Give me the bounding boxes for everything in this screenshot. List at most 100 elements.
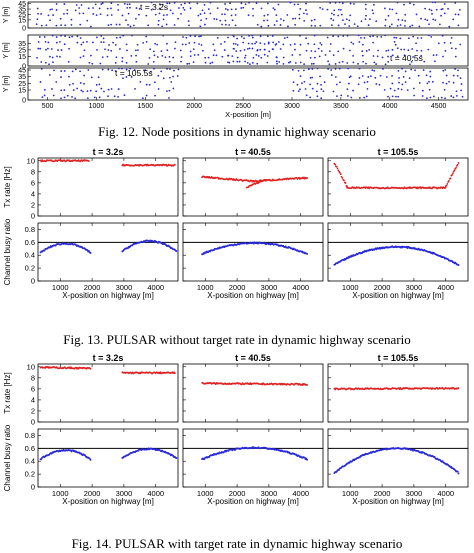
fig12-node-point (115, 36, 118, 39)
fig12-node-point (323, 81, 326, 84)
fig12-node-point (305, 2, 307, 5)
fig12-node-point (298, 17, 301, 20)
fig12-node-point (384, 18, 387, 21)
fig12-node-point (305, 37, 308, 40)
fig12-node-point (164, 56, 167, 59)
fig12-node-point (448, 25, 451, 28)
fig12-node-point (337, 14, 340, 17)
fig12-node-point (382, 68, 384, 70)
fig12-node-point (106, 14, 109, 17)
fig12-node-point (273, 8, 276, 11)
fig12-node-point (330, 12, 333, 15)
fig12-node-point (251, 47, 254, 50)
fig12-node-point (260, 7, 263, 10)
fig12-node-point (154, 94, 156, 97)
fig12-node-point (294, 23, 297, 26)
fig12-node-point (429, 70, 432, 73)
fig12-y-tick-label: 15 (18, 17, 26, 24)
fig12-node-point (200, 44, 203, 46)
fig12-x-tick-label: 1500 (138, 103, 154, 110)
fig12-node-point (272, 41, 275, 44)
fig12-node-point (307, 68, 310, 71)
fig12-node-point (154, 42, 157, 45)
fig12-node-point (303, 69, 305, 72)
fig13-caption: Fig. 13. PULSAR without target rate in d… (63, 332, 410, 347)
fig12-node-point (114, 62, 117, 64)
fig12-x-tick-label: 2500 (235, 103, 251, 110)
fig12-node-point (444, 69, 447, 71)
fig12-node-point (226, 8, 229, 11)
fig12-node-point (59, 17, 62, 20)
fig12-node-point (251, 34, 254, 37)
fig12-node-point (122, 77, 124, 80)
fig12-node-point (358, 41, 361, 43)
fig12-node-point (251, 61, 254, 64)
fig12-node-point (40, 68, 43, 70)
fig12-node-point (207, 56, 210, 59)
fig12-node-point (433, 60, 436, 63)
fig12-node-point (127, 23, 129, 26)
fig12-node-point (135, 60, 138, 63)
fig12-node-point (130, 76, 133, 78)
fig13-tx-rate-point (88, 160, 90, 162)
fig12-node-point (390, 23, 393, 26)
fig12-node-point (409, 2, 411, 5)
fig12-y-tick-label: 0 (22, 26, 26, 33)
fig12-node-point (307, 42, 310, 45)
fig12-node-point (431, 12, 433, 15)
fig12-node-point (48, 74, 51, 76)
fig12-node-point (341, 60, 344, 63)
fig13-group: t = 3.2s 1000 2000 3000 4000 0 2 4 6 8 10 0 0.2 0.4 0.… (3, 147, 469, 300)
fig12-node-point (83, 49, 86, 52)
fig12-node-point (287, 61, 290, 64)
fig12-node-point (319, 24, 322, 27)
fig12-node-point (358, 77, 361, 79)
fig12-node-point (387, 49, 390, 52)
fig14-tx-y-tick-label: 8 (31, 373, 35, 382)
fig14-tx-y-tick-label: 0 (31, 418, 35, 427)
fig12-node-point (260, 56, 263, 59)
fig12-node-point (418, 25, 421, 28)
fig12-node-point (66, 9, 69, 11)
fig12-node-point (332, 90, 335, 93)
fig12-time-label: t = 40.5s (390, 53, 423, 63)
fig12-node-point (160, 50, 163, 53)
fig13-cbr-panel-frame (327, 222, 469, 282)
fig12-node-point (198, 43, 200, 45)
fig12-node-point (189, 35, 192, 37)
fig12-node-point (256, 62, 259, 65)
fig12-node-point (346, 34, 349, 37)
fig12-node-point (224, 3, 226, 5)
fig12-node-point (346, 62, 349, 64)
fig12-node-point (274, 44, 277, 46)
fig12-node-point (365, 50, 368, 52)
fig12-node-point (172, 56, 175, 59)
fig12-node-point (361, 43, 364, 46)
fig12-node-point (86, 19, 89, 22)
fig12-node-point (299, 75, 302, 78)
fig12-node-point (235, 50, 238, 53)
fig12-node-point (443, 3, 446, 5)
fig12-node-point (330, 17, 333, 20)
fig12-node-point (87, 7, 90, 10)
fig12-node-point (403, 48, 406, 51)
fig12-x-tick-label: 3500 (333, 103, 349, 110)
fig12-node-point (188, 2, 191, 4)
fig12-node-point (421, 89, 424, 92)
fig12-y-tick-label: 25 (18, 81, 26, 88)
fig12-node-point (311, 68, 314, 70)
fig12-node-point (55, 36, 58, 38)
fig12-node-point (71, 35, 74, 38)
fig12-node-point (48, 63, 50, 66)
fig12-node-point (117, 88, 120, 90)
fig12-node-point (364, 3, 367, 6)
fig12-node-point (305, 49, 308, 52)
fig12-node-point (404, 70, 407, 73)
fig13-cbr-point (43, 249, 46, 252)
fig12-node-point (162, 77, 165, 80)
fig12-y-tick-label: 15 (18, 54, 26, 61)
fig12-node-point (330, 69, 333, 71)
fig13-cbr-y-tick-label: 0 (31, 277, 35, 286)
fig12-node-point (158, 12, 161, 15)
fig12-node-point (211, 61, 214, 64)
